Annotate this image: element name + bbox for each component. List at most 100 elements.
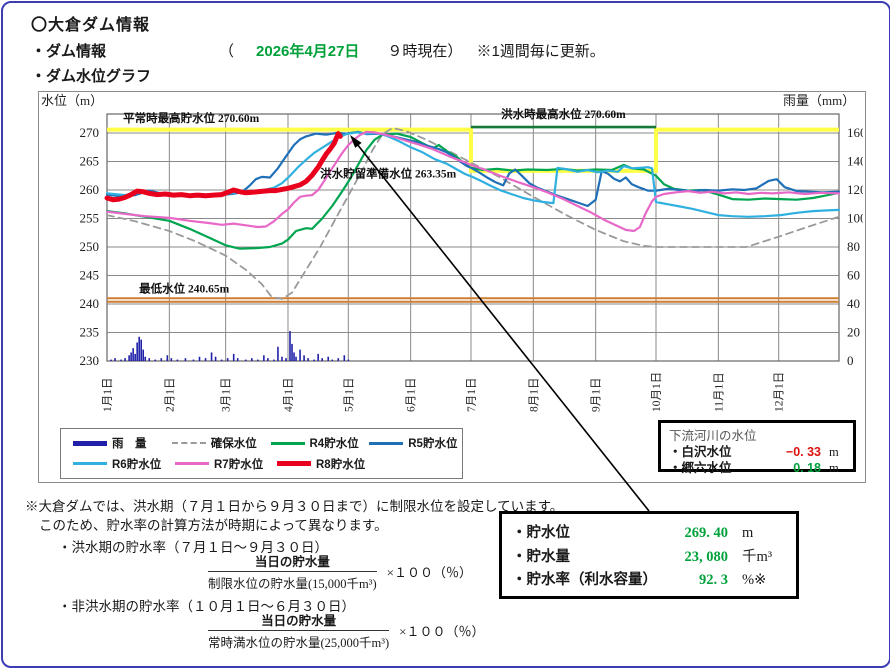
reservoir-level-row: ・貯水位 269. 40 m (512, 521, 786, 542)
series-5 (104, 131, 343, 203)
legend-label: R4貯水位 (309, 438, 359, 451)
reservoir-rate-value: 92. 3 (699, 572, 728, 589)
svg-text:8月1日: 8月1日 (528, 377, 540, 412)
legend-swatch-icon (270, 441, 305, 445)
flood-multiplier: ×１００（％） (386, 565, 473, 580)
svg-text:平常時最高貯水位 270.60m: 平常時最高貯水位 270.60m (123, 111, 259, 125)
svg-text:20: 20 (847, 325, 860, 340)
page-title: 〇大倉ダム情報 (31, 17, 151, 34)
reservoir-volume-unit: 千m³ (742, 548, 773, 565)
svg-text:230: 230 (80, 353, 100, 368)
svg-text:40: 40 (847, 296, 860, 311)
svg-text:270: 270 (80, 125, 100, 140)
flood-formula: 当日の貯水量 制限水位の貯水量(15,000千m³) ×１００（％） (208, 551, 472, 592)
reservoir-level-unit: m (742, 524, 754, 541)
svg-text:140: 140 (847, 154, 863, 169)
series-3 (105, 131, 841, 218)
svg-text:7月1日: 7月1日 (466, 378, 478, 413)
svg-text:4月1日: 4月1日 (283, 378, 295, 413)
legend-item: R7貯水位 (175, 456, 271, 472)
svg-text:10月1日: 10月1日 (651, 372, 663, 412)
time-note: ９時現在） (387, 43, 463, 60)
goroku-label: ・郷六水位 (669, 461, 732, 475)
legend-row: R6貯水位 R7貯水位 R8貯水位 (73, 456, 462, 472)
reservoir-rate-row: ・貯水率（利水容量） 92. 3 %※ (512, 568, 786, 589)
svg-text:260: 260 (80, 182, 100, 197)
chart-legend: 雨 量 確保水位 R4貯水位 R5貯水位 R6貯水位 R7貯水位 R8貯水位 (60, 428, 463, 479)
svg-text:雨量（mm）: 雨量（mm） (783, 93, 855, 108)
legend-swatch-icon (73, 462, 107, 466)
note-line-2: このため、貯水率の計算方法が時期によって異なります。 (39, 518, 388, 533)
flood-formula-heading: ・洪水期の貯水率（７月１日～９月３０日） (58, 540, 328, 555)
reservoir-level-value: 269. 40 (684, 524, 729, 541)
dam-level-chart: 230 0 235 20 240 40 245 60 250 80 255 100 260 120 265 1… (41, 93, 867, 413)
legend-item: R8貯水位 (277, 456, 373, 472)
svg-text:120: 120 (847, 182, 863, 197)
reservoir-volume-row: ・貯水量 23, 080 千m³ (512, 545, 786, 566)
legend-swatch-icon (171, 442, 206, 445)
series-0 (106, 127, 840, 300)
legend-swatch-icon (175, 462, 209, 466)
update-note: ※1週間毎に更新。 (476, 43, 605, 60)
nonflood-formula-heading: ・非洪水期の貯水率（１０月１日～６月３０日） (58, 599, 355, 614)
svg-text:洪水貯留準備水位 263.35m: 洪水貯留準備水位 263.35m (320, 166, 456, 180)
legend-item: R4貯水位 (270, 435, 364, 451)
legend-row: 雨 量 確保水位 R4貯水位 R5貯水位 (73, 435, 462, 451)
graph-section-label: ・ダム水位グラフ (31, 68, 152, 85)
downstream-river-box: 下流河川の水位 ・白沢水位 −0. 33 m ・郷六水位 0. 18 m (658, 420, 856, 475)
svg-text:240: 240 (80, 296, 100, 311)
current-date: 2026年4月27日 (256, 43, 360, 60)
goroku-unit: m (829, 461, 839, 475)
reservoir-rate-unit: %※ (742, 572, 767, 589)
shirasawa-label: ・白沢水位 (669, 445, 732, 459)
reservoir-volume-value: 23, 080 (684, 548, 729, 565)
svg-text:9月1日: 9月1日 (591, 378, 603, 413)
nonflood-formula: 当日の貯水量 常時満水位の貯水量(25,000千m³) ×１００（％） (208, 610, 485, 651)
svg-text:100: 100 (847, 211, 863, 226)
goroku-value: 0. 18 (793, 461, 821, 475)
flood-denominator: 制限水位の貯水量(15,000千m³) (208, 577, 377, 591)
downstream-row-shirasawa: ・白沢水位 −0. 33 m (669, 444, 845, 460)
series-1 (105, 132, 841, 250)
svg-text:洪水時最高水位 270.60m: 洪水時最高水位 270.60m (501, 107, 626, 121)
svg-text:1月1日: 1月1日 (102, 378, 114, 413)
reservoir-volume-label: ・貯水量 (512, 548, 570, 565)
svg-text:2月1日: 2月1日 (164, 378, 176, 413)
legend-swatch-icon (369, 441, 404, 445)
svg-text:250: 250 (80, 239, 100, 254)
legend-label: 雨 量 (112, 438, 147, 451)
downstream-title: 下流河川の水位 (669, 429, 757, 443)
nonflood-numerator: 当日の貯水量 (208, 610, 390, 631)
shirasawa-unit: m (829, 445, 839, 459)
downstream-row-goroku: ・郷六水位 0. 18 m (669, 460, 845, 476)
svg-text:3月1日: 3月1日 (221, 378, 233, 413)
legend-label: 確保水位 (210, 438, 257, 451)
legend-item: 確保水位 (171, 435, 265, 451)
legend-item: R5貯水位 (369, 435, 462, 451)
legend-swatch-icon (73, 440, 107, 446)
legend-label: R6貯水位 (112, 458, 162, 471)
legend-label: R5貯水位 (408, 438, 458, 451)
svg-text:80: 80 (847, 239, 860, 254)
legend-label: R7貯水位 (214, 458, 264, 471)
flood-fraction: 当日の貯水量 制限水位の貯水量(15,000千m³) (208, 551, 377, 592)
dam-info-line: ・ダム情報 （ 2026年4月27日 ９時現在） ※1週間毎に更新。 (31, 40, 605, 61)
rain-bars (110, 331, 350, 361)
nonflood-fraction: 当日の貯水量 常時満水位の貯水量(25,000千m³) (208, 610, 390, 651)
svg-text:12月1日: 12月1日 (774, 372, 786, 412)
svg-text:6月1日: 6月1日 (406, 378, 418, 413)
svg-text:255: 255 (80, 211, 100, 226)
svg-text:160: 160 (847, 125, 863, 140)
nonflood-denominator: 常時満水位の貯水量(25,000千m³) (208, 636, 390, 650)
reservoir-level-label: ・貯水位 (512, 524, 570, 541)
shirasawa-value: −0. 33 (785, 445, 821, 459)
legend-swatch-icon (277, 461, 311, 467)
svg-text:5月1日: 5月1日 (343, 378, 355, 413)
flood-numerator: 当日の貯水量 (208, 551, 377, 572)
svg-text:235: 235 (80, 325, 100, 340)
svg-text:60: 60 (847, 268, 860, 283)
reservoir-status-box: ・貯水位 269. 40 m ・貯水量 23, 080 千m³ ・貯水率（利水容… (499, 511, 799, 599)
legend-item: R6貯水位 (73, 456, 169, 472)
svg-text:最低水位 240.65m: 最低水位 240.65m (139, 282, 229, 296)
